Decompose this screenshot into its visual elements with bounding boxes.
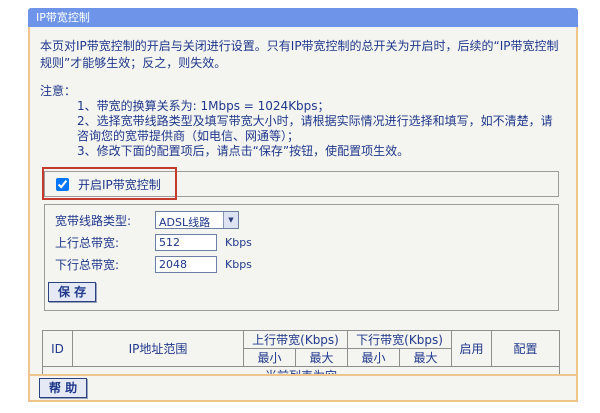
note-item-2: 2、选择宽带线路类型及填写带宽大小时，请根据实际情况进行选择和填写，如不清楚，请… — [77, 114, 553, 143]
upstream-label: 上行总带宽: — [55, 235, 120, 250]
enable-toggle-section: 开启IP带宽控制 — [42, 167, 559, 200]
help-bar: 帮 助 — [28, 374, 578, 402]
col-header-down-min: 最小 — [347, 348, 401, 367]
page-title: IP带宽控制 — [28, 8, 578, 27]
enable-bandwidth-checkbox[interactable] — [56, 177, 69, 191]
col-header-enable: 启用 — [451, 330, 493, 367]
downstream-input[interactable] — [155, 255, 217, 273]
downstream-row: 下行总带宽: Kbps — [55, 253, 558, 275]
upstream-unit: Kbps — [225, 235, 252, 249]
note-item-1: 1、带宽的换算关系为: 1Mbps = 1024Kbps； — [77, 99, 330, 113]
upstream-input[interactable] — [155, 233, 217, 251]
bandwidth-control-panel: IP带宽控制 本页对IP带宽控制的开启与关闭进行设置。只有IP带宽控制的总开关为… — [28, 8, 578, 402]
note-list: 1、带宽的换算关系为: 1Mbps = 1024Kbps； 2、选择宽带线路类型… — [77, 99, 562, 159]
downstream-unit: Kbps — [225, 257, 252, 271]
intro-text: 本页对IP带宽控制的开启与关闭进行设置。只有IP带宽控制的总开关为开启时，后续的… — [40, 39, 559, 70]
col-header-down-max: 最大 — [399, 348, 453, 367]
col-header-up-max: 最大 — [294, 348, 349, 367]
enable-toggle-box: 开启IP带宽控制 — [44, 171, 559, 197]
line-type-value: ADSL线路 — [159, 216, 211, 228]
note-label: 注意： — [40, 84, 77, 98]
line-type-select[interactable]: ADSL线路 ▼ — [155, 211, 239, 229]
line-type-label: 宽带线路类型: — [55, 213, 132, 228]
help-button[interactable]: 帮 助 — [39, 378, 88, 398]
col-header-ip-range: IP地址范围 — [72, 330, 244, 367]
note-item-3: 3、修改下面的配置项后，请点击“保存”按钮，使配置项生效。 — [77, 144, 410, 158]
bandwidth-rules-table: ID IP地址范围 上行带宽(Kbps) 下行带宽(Kbps) 启用 配置 最小… — [41, 330, 561, 374]
col-header-id: ID — [42, 330, 73, 367]
enable-bandwidth-label: 开启IP带宽控制 — [78, 177, 161, 192]
col-header-downstream-group: 下行带宽(Kbps) — [347, 330, 453, 349]
table-header-row-2: 最小 最大 最小 最大 — [43, 348, 560, 367]
col-header-up-min: 最小 — [243, 348, 296, 367]
table-empty-row: 当前列表为空 — [41, 366, 561, 374]
col-header-config: 配置 — [491, 330, 561, 367]
save-button[interactable]: 保 存 — [48, 282, 97, 302]
table-header-row-1: ID IP地址范围 上行带宽(Kbps) 下行带宽(Kbps) 启用 配置 — [42, 330, 561, 367]
dropdown-arrow-icon[interactable]: ▼ — [223, 212, 238, 228]
downstream-label: 下行总带宽: — [55, 257, 120, 272]
bandwidth-form-box: 宽带线路类型: ADSL线路 ▼ 上行总带宽: Kbps 下行总带宽: Kbps — [44, 204, 559, 311]
col-header-upstream-group: 上行带宽(Kbps) — [242, 330, 349, 349]
upstream-row: 上行总带宽: Kbps — [55, 231, 558, 253]
empty-list-message: 当前列表为空 — [41, 366, 561, 374]
panel-content: 本页对IP带宽控制的开启与关闭进行设置。只有IP带宽控制的总开关为开启时，后续的… — [28, 27, 578, 374]
line-type-row: 宽带线路类型: ADSL线路 ▼ — [55, 209, 558, 231]
